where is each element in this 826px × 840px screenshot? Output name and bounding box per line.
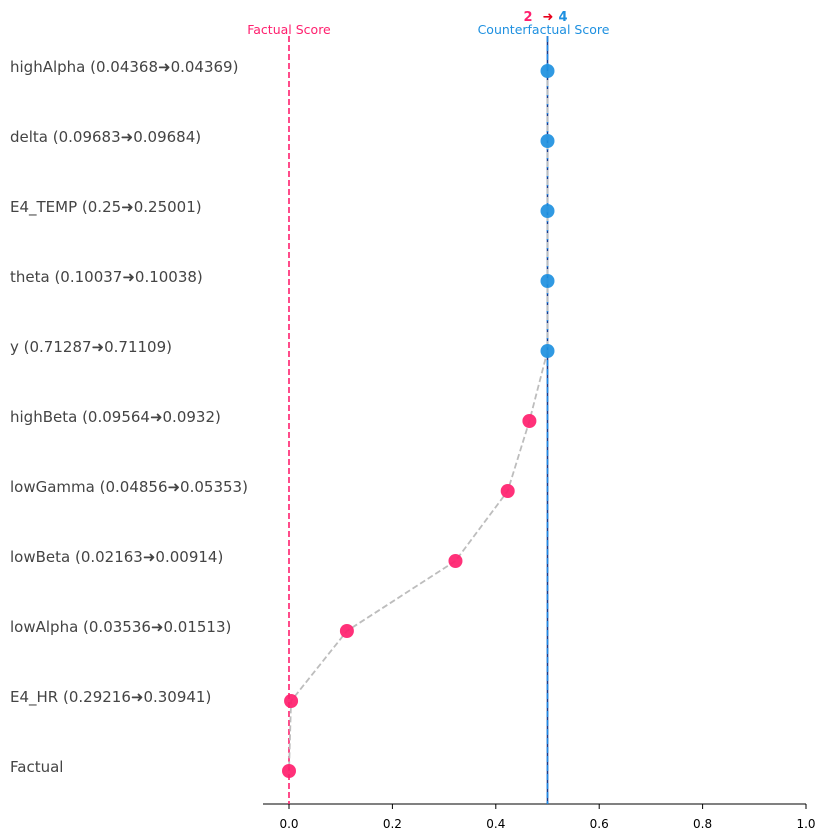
- score-point: [282, 764, 296, 778]
- factual-class-label: 2: [523, 10, 532, 25]
- x-tick-label: 1.0: [796, 817, 815, 831]
- score-point: [500, 484, 515, 498]
- feature-label: lowBeta (0.02163➜0.00914): [10, 548, 223, 566]
- score-point: [339, 624, 354, 638]
- feature-label: y (0.71287➜0.71109): [10, 338, 172, 356]
- feature-label: lowAlpha (0.03536➜0.01513): [10, 618, 231, 636]
- score-point: [540, 134, 555, 148]
- feature-label: E4_TEMP (0.25➜0.25001): [10, 198, 202, 217]
- counterfactual-score-label: Counterfactual Score: [478, 22, 610, 37]
- score-point: [540, 344, 555, 358]
- feature-label: theta (0.10037➜0.10038): [10, 268, 203, 286]
- score-point: [284, 694, 299, 708]
- feature-label: highAlpha (0.04368➜0.04369): [10, 58, 238, 76]
- score-path-line: [288, 71, 549, 772]
- class-arrow-icon: ➜: [543, 10, 554, 25]
- feature-label: Factual: [10, 758, 63, 776]
- factual-score-label: Factual Score: [247, 22, 331, 37]
- x-tick-label: 0.6: [590, 817, 609, 831]
- x-tick-label: 0.0: [279, 817, 298, 831]
- feature-label: delta (0.09683➜0.09684): [10, 128, 201, 146]
- score-point: [540, 274, 555, 288]
- x-axis: 0.0 0.2 0.4 0.6 0.8 1.0: [263, 803, 816, 831]
- score-point: [522, 414, 537, 428]
- score-points: [282, 64, 555, 778]
- score-point: [540, 64, 555, 78]
- score-point: [540, 204, 555, 218]
- feature-label: highBeta (0.09564➜0.0932): [10, 408, 221, 426]
- x-tick-label: 0.8: [693, 817, 712, 831]
- x-tick-label: 0.2: [383, 817, 402, 831]
- counterfactual-class-label: 4: [558, 10, 567, 25]
- score-point: [448, 554, 463, 568]
- feature-label: E4_HR (0.29216➜0.30941): [10, 688, 211, 707]
- x-tick-label: 0.4: [486, 817, 505, 831]
- score-path: [288, 71, 549, 772]
- feature-labels: highAlpha (0.04368➜0.04369) delta (0.0968…: [10, 58, 248, 776]
- reference-lines: [288, 36, 549, 804]
- feature-label: lowGamma (0.04856➜0.05353): [10, 478, 248, 496]
